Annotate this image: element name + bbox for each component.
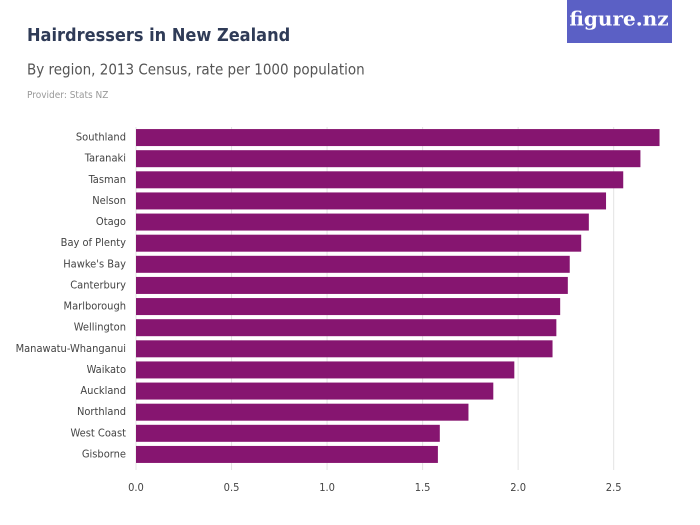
logo[interactable]: figure.nz — [569, 7, 668, 31]
bar — [136, 171, 624, 189]
bar — [136, 340, 553, 358]
y-tick-label: Bay of Plenty — [61, 236, 126, 249]
y-tick-label: Taranaki — [84, 152, 126, 165]
y-tick-label: Canterbury — [70, 278, 126, 291]
x-tick-label: 1.0 — [319, 481, 335, 494]
chart-title: Hairdressers in New Zealand — [27, 25, 290, 46]
bar — [136, 255, 570, 273]
y-tick-label: West Coast — [71, 426, 127, 439]
logo-box[interactable] — [567, 0, 672, 43]
x-tick-label: 1.5 — [415, 481, 431, 494]
y-tick-label: Hawke's Bay — [63, 257, 126, 270]
y-tick-label: Nelson — [92, 194, 126, 207]
bar — [136, 298, 561, 316]
y-tick-label: Gisborne — [82, 447, 126, 460]
bar — [136, 403, 469, 421]
y-tick-label: Tasman — [88, 173, 126, 186]
x-tick-label: 2.0 — [510, 481, 526, 494]
y-tick-label: Waikato — [87, 363, 126, 376]
y-tick-label: Southland — [76, 131, 126, 144]
bar — [136, 150, 641, 168]
y-tick-label: Wellington — [74, 321, 126, 334]
x-tick-label: 0.0 — [128, 481, 144, 494]
y-tick-label: Marlborough — [64, 300, 126, 313]
x-tick-label: 0.5 — [224, 481, 240, 494]
chart-subtitle: By region, 2013 Census, rate per 1000 po… — [27, 61, 365, 79]
y-tick-label: Otago — [96, 215, 126, 228]
y-tick-label: Manawatu-Whanganui — [16, 342, 126, 355]
source: Provider: Stats NZ — [27, 90, 108, 101]
bar — [136, 213, 589, 231]
y-tick-label: Auckland — [80, 384, 126, 397]
y-tick-label: Northland — [77, 405, 126, 418]
bar — [136, 192, 607, 210]
bar — [136, 234, 582, 252]
bar — [136, 382, 494, 400]
bar — [136, 129, 660, 147]
bar — [136, 445, 438, 463]
bar — [136, 424, 440, 442]
bar — [136, 276, 568, 294]
bar — [136, 319, 557, 337]
x-tick-label: 2.5 — [606, 481, 622, 494]
bar — [136, 361, 515, 379]
